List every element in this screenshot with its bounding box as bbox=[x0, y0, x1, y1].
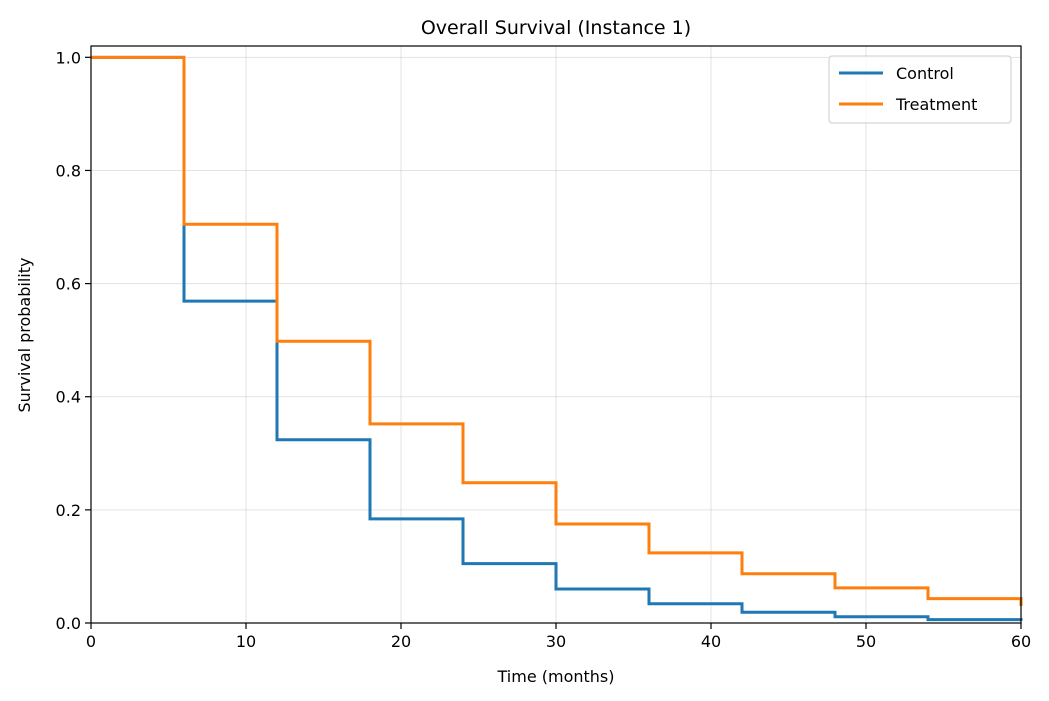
y-axis-ticks: 0.0 0.2 0.4 0.6 0.8 1.0 bbox=[56, 48, 91, 633]
y-tick-label: 0.4 bbox=[56, 388, 81, 407]
x-axis-label: Time (months) bbox=[497, 667, 615, 686]
y-tick-label: 0.8 bbox=[56, 161, 81, 180]
series-line-control bbox=[91, 55, 1023, 622]
y-axis-label: Survival probability bbox=[15, 258, 34, 413]
series-line-treatment bbox=[91, 55, 1023, 607]
y-tick-label: 0.0 bbox=[56, 614, 81, 633]
y-tick-label: 0.2 bbox=[56, 501, 81, 520]
x-tick-label: 10 bbox=[236, 632, 256, 651]
x-tick-label: 50 bbox=[856, 632, 876, 651]
x-axis-ticks: 0 10 20 30 40 50 60 bbox=[86, 623, 1031, 651]
y-tick-label: 1.0 bbox=[56, 48, 81, 67]
x-tick-label: 0 bbox=[86, 632, 96, 651]
plot-background bbox=[91, 46, 1021, 623]
chart-title: Overall Survival (Instance 1) bbox=[421, 17, 691, 39]
legend-label-control: Control bbox=[896, 64, 954, 83]
x-tick-label: 20 bbox=[391, 632, 411, 651]
x-tick-label: 40 bbox=[701, 632, 721, 651]
x-tick-label: 60 bbox=[1011, 632, 1031, 651]
y-tick-label: 0.6 bbox=[56, 275, 81, 294]
x-tick-label: 30 bbox=[546, 632, 566, 651]
legend-label-treatment: Treatment bbox=[895, 95, 977, 114]
series-layer bbox=[91, 55, 1023, 622]
legend: Control Treatment bbox=[828, 55, 1012, 124]
